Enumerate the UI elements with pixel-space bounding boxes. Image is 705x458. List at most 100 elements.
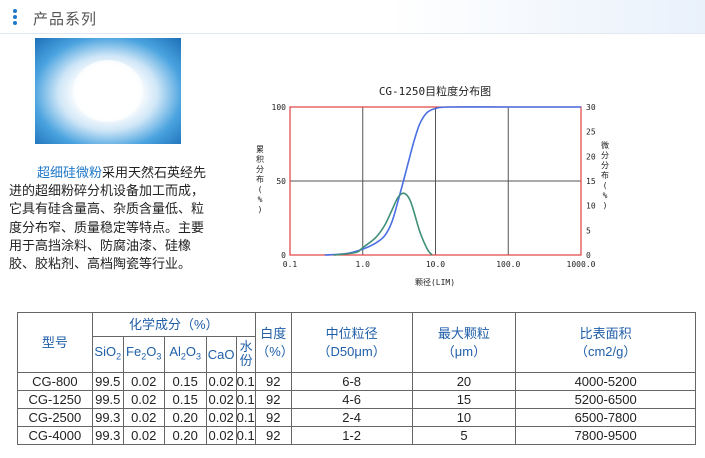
header-whiteness: 白度（%） xyxy=(254,312,294,373)
product-image xyxy=(35,38,181,144)
whiteness-label: 白度（%） xyxy=(256,325,294,359)
table-cell: 0.1 xyxy=(235,408,256,427)
x-tick-label: 1.0 xyxy=(356,260,371,269)
spec-table-body: CG-800 99.5 0.02 0.15 0.02 0.1 92 6-8 20 4000-520… xyxy=(17,372,696,445)
table-cell: 0.02 xyxy=(122,390,165,409)
table-cell: 6500-7800 xyxy=(515,408,696,427)
section-header: 产品系列 xyxy=(0,0,705,34)
table-cell: 0.02 xyxy=(205,372,237,391)
subheader-label: O xyxy=(185,344,197,360)
section-title: 产品系列 xyxy=(33,10,98,28)
y-right-tick-label: 5 xyxy=(586,226,591,235)
subheader-label: SiO xyxy=(94,344,117,360)
x-tick-label: 10.0 xyxy=(426,260,445,269)
header-model: 型号 xyxy=(17,312,93,373)
table-cell: 0.02 xyxy=(205,408,237,427)
table-cell: 99.3 xyxy=(91,408,124,427)
product-description: 超细硅微粉采用天然石英经先进的超细粉碎分机设备加工而成，它具有硅含量高、杂质含量… xyxy=(9,165,215,274)
max-particle-label: 最大颗粒（μm） xyxy=(437,325,490,359)
table-cell: 0.1 xyxy=(235,426,256,445)
table-cell: 92 xyxy=(254,390,292,409)
model-cell: CG-1250 xyxy=(17,390,93,409)
table-cell: 7800-9500 xyxy=(515,426,696,445)
surface-area-label: 比表面积（cm2/g） xyxy=(574,325,637,359)
table-cell: 4-6 xyxy=(290,390,413,409)
table-cell: 5200-6500 xyxy=(515,390,696,409)
chart-grid xyxy=(290,107,581,255)
chart-series xyxy=(324,106,581,256)
header-surface-area: 比表面积（cm2/g） xyxy=(515,312,696,373)
chart-title: CG-1250目粒度分布图 xyxy=(379,84,491,98)
table-cell: 0.15 xyxy=(163,372,207,391)
product-description-text: 采用天然石英经先进的超细粉碎分机设备加工而成，它具有硅含量高、杂质含量低、粒度分… xyxy=(9,166,207,273)
table-cell: 6-8 xyxy=(290,372,413,391)
x-tick-label: 0.1 xyxy=(283,260,298,269)
y-right-tick-label: 25 xyxy=(586,128,596,137)
d50-label: 中位粒径（D50μm） xyxy=(317,325,386,359)
header-composition: 化学成分（%） xyxy=(91,312,256,337)
subheader-1: Fe2O3 xyxy=(122,336,165,373)
subheader-subscript: 2 xyxy=(116,351,122,362)
powder-glow xyxy=(73,60,143,122)
table-cell: 0.1 xyxy=(235,390,256,409)
y-left-tick-label: 50 xyxy=(276,177,286,186)
subheader-label: Al xyxy=(169,344,181,360)
subheader-subscript: 3 xyxy=(196,351,202,362)
y-left-tick-label: 100 xyxy=(272,103,287,112)
header-divider xyxy=(0,33,705,34)
table-cell: 92 xyxy=(254,372,292,391)
table-cell: 20 xyxy=(411,372,517,391)
subheader-label: O xyxy=(146,344,157,360)
y-left-tick-label: 0 xyxy=(281,251,286,260)
y-right-axis-label: 微分分布(%) xyxy=(601,140,609,210)
subheader-0: SiO2 xyxy=(91,336,124,373)
plot-area-frame xyxy=(289,106,582,256)
header-d50: 中位粒径（D50μm） xyxy=(290,312,413,373)
y-right-tick-label: 10 xyxy=(586,202,596,211)
subheader-subscript: 3 xyxy=(156,351,162,362)
table-cell: 0.15 xyxy=(163,390,207,409)
subheader-subscript: 2 xyxy=(141,351,147,362)
y-right-tick-label: 0 xyxy=(586,251,591,260)
table-cell: 0.1 xyxy=(235,372,256,391)
table-cell: 0.02 xyxy=(122,426,165,445)
product-name: 超细硅微粉 xyxy=(37,166,103,181)
table-cell: 99.5 xyxy=(91,372,124,391)
subheader-label: 水份 xyxy=(239,339,253,368)
particle-size-chart: CG-1250目粒度分布图 0.1 1.0 10.0 100.0 1000.010050… xyxy=(256,84,609,287)
table-row: CG-1250 99.5 0.02 0.15 0.02 0.1 92 4-6 15 5200-65… xyxy=(17,390,696,409)
subheader-3: CaO xyxy=(205,336,237,373)
x-axis-label: 颗径(LIM) xyxy=(415,277,455,287)
table-cell: 0.02 xyxy=(205,390,237,409)
model-cell: CG-4000 xyxy=(17,426,93,445)
table-row: CG-800 99.5 0.02 0.15 0.02 0.1 92 6-8 20 4000-520… xyxy=(17,372,696,391)
table-cell: 10 xyxy=(411,408,517,427)
bullet-icon xyxy=(13,9,18,25)
subheader-label: CaO xyxy=(207,347,235,362)
table-cell: 92 xyxy=(254,408,292,427)
composition-subheader-row: SiO2 Fe2O3 Al2O3 CaO 水份 xyxy=(18,336,696,373)
y-left-axis-label: 累积分布(%) xyxy=(256,145,264,214)
table-cell: 92 xyxy=(254,426,292,445)
table-row: CG-2500 99.3 0.02 0.20 0.02 0.1 92 2-4 10 6500-78… xyxy=(17,408,696,427)
x-tick-label: 1000.0 xyxy=(567,260,596,269)
y-right-tick-label: 20 xyxy=(586,152,596,161)
subheader-label: Fe xyxy=(126,344,142,360)
y-right-tick-label: 15 xyxy=(586,177,596,186)
table-cell: 0.20 xyxy=(163,426,207,445)
cumulative-distribution-line xyxy=(324,106,581,256)
table-cell: 99.5 xyxy=(91,390,124,409)
table-cell: 0.02 xyxy=(205,426,237,445)
table-cell: 0.02 xyxy=(122,372,165,391)
x-tick-label: 100.0 xyxy=(496,260,520,269)
table-cell: 15 xyxy=(411,390,517,409)
y-axis-labels: 累积分布(%) 微分分布(%) xyxy=(256,140,609,214)
table-cell: 99.3 xyxy=(91,426,124,445)
table-cell: 0.20 xyxy=(163,408,207,427)
subheader-subscript: 2 xyxy=(180,351,186,362)
table-cell: 4000-5200 xyxy=(515,372,696,391)
spec-table: 型号 化学成分（%） 白度（%） 中位粒径（D50μm） 最大颗粒（μm） 比表… xyxy=(17,312,696,445)
table-cell: 2-4 xyxy=(290,408,413,427)
table-cell: 1-2 xyxy=(290,426,413,445)
